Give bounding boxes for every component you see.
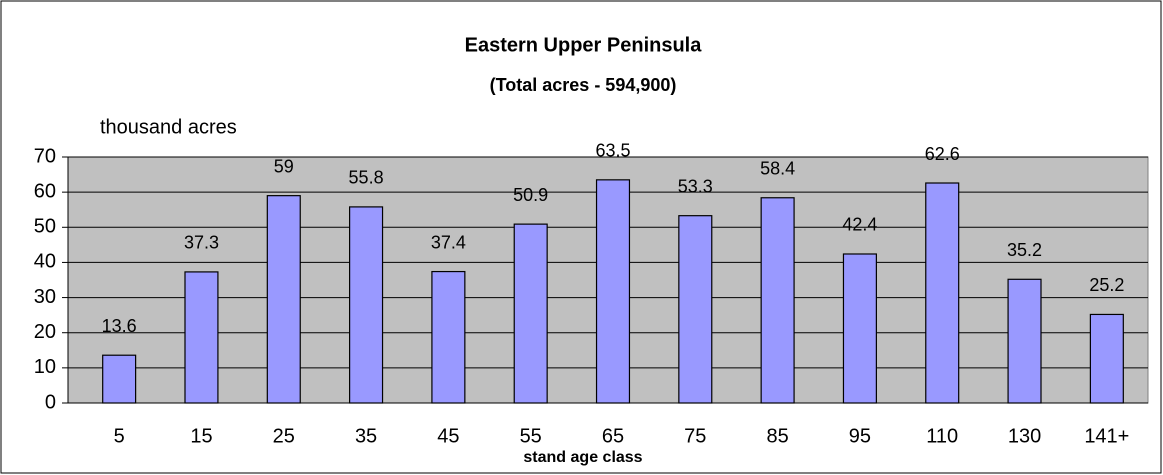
data-label: 59 bbox=[274, 156, 294, 176]
x-tick-label: 45 bbox=[437, 425, 459, 447]
data-label: 50.9 bbox=[513, 185, 548, 205]
data-label: 62.6 bbox=[925, 144, 960, 164]
bar bbox=[266, 195, 301, 404]
y-tick-label: 50 bbox=[34, 216, 56, 238]
y-tick-label: 0 bbox=[45, 391, 56, 413]
y-tick-label: 40 bbox=[34, 251, 56, 273]
bar bbox=[1089, 313, 1124, 404]
bar bbox=[595, 179, 631, 404]
y-tick-label: 60 bbox=[34, 180, 56, 202]
x-tick-label: 130 bbox=[1008, 425, 1041, 447]
data-label: 37.3 bbox=[184, 233, 219, 253]
bar bbox=[102, 354, 137, 404]
data-label: 35.2 bbox=[1007, 240, 1042, 260]
bar bbox=[431, 270, 466, 404]
data-label: 13.6 bbox=[102, 316, 137, 336]
data-label: 63.5 bbox=[595, 141, 630, 161]
bar bbox=[1007, 278, 1042, 404]
x-tick-label: 141+ bbox=[1084, 425, 1129, 447]
bar bbox=[184, 271, 219, 404]
data-label: 37.4 bbox=[431, 232, 466, 252]
x-tick-label: 95 bbox=[849, 425, 871, 447]
data-label: 25.2 bbox=[1089, 275, 1124, 295]
x-tick-label: 85 bbox=[766, 425, 788, 447]
x-tick-label: 65 bbox=[602, 425, 624, 447]
y-tick-label: 70 bbox=[34, 145, 56, 167]
bar bbox=[842, 253, 877, 404]
bar bbox=[349, 206, 384, 404]
data-label: 42.4 bbox=[842, 215, 877, 235]
x-tick-label: 15 bbox=[190, 425, 212, 447]
bar bbox=[513, 223, 548, 404]
y-tick-label: 20 bbox=[34, 321, 56, 343]
x-tick-label: 110 bbox=[926, 425, 958, 447]
y-tick-label: 10 bbox=[34, 356, 56, 378]
x-tick-label: 5 bbox=[114, 425, 125, 447]
x-tick-label: 75 bbox=[684, 425, 706, 447]
chart-title: Eastern Upper Peninsula bbox=[465, 34, 703, 56]
bar bbox=[760, 197, 795, 404]
bar bbox=[925, 182, 960, 404]
y-axis-label: thousand acres bbox=[100, 116, 237, 138]
chart-subtitle: (Total acres - 594,900) bbox=[490, 75, 677, 95]
x-tick-label: 35 bbox=[355, 425, 377, 447]
x-axis-label: stand age class bbox=[523, 449, 642, 466]
data-label: 53.3 bbox=[678, 176, 713, 196]
data-label: 58.4 bbox=[760, 159, 795, 179]
x-tick-label: 25 bbox=[273, 425, 295, 447]
y-tick-label: 30 bbox=[34, 286, 56, 308]
data-label: 55.8 bbox=[349, 168, 384, 188]
x-tick-label: 55 bbox=[520, 425, 542, 447]
bar bbox=[678, 215, 713, 404]
